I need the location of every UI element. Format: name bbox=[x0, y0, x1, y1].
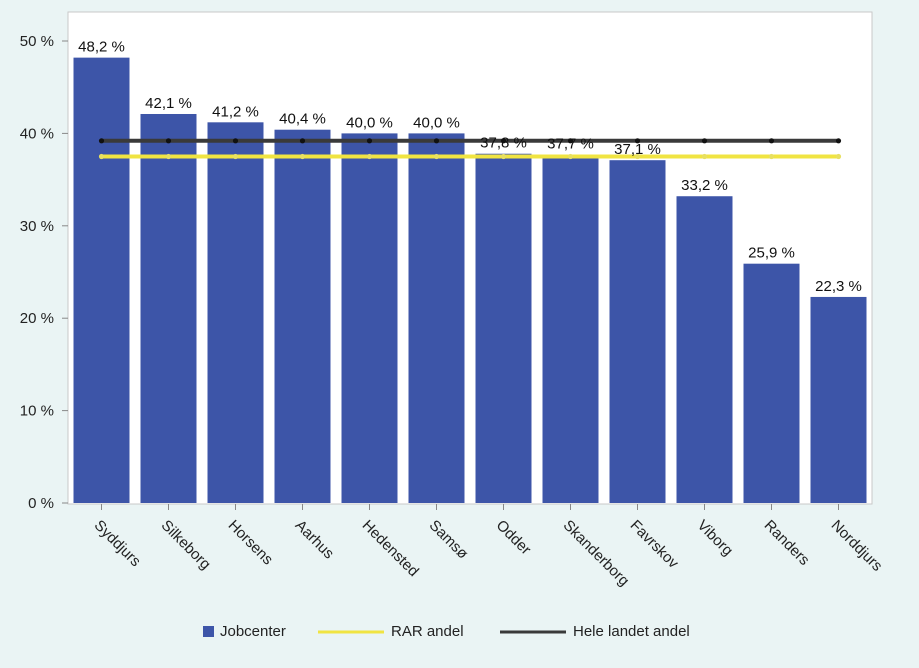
line-marker bbox=[232, 138, 239, 144]
line-marker bbox=[366, 153, 373, 160]
x-category-label: Skanderborg bbox=[560, 517, 633, 590]
line-marker bbox=[500, 153, 507, 160]
line-marker bbox=[768, 153, 775, 160]
x-category-label: Odder bbox=[493, 517, 535, 559]
line-marker bbox=[835, 153, 842, 160]
line-marker bbox=[634, 153, 641, 160]
x-category-label: Hedensted bbox=[359, 517, 422, 580]
line-marker bbox=[232, 153, 239, 160]
data-label: 37,8 % bbox=[480, 135, 527, 152]
y-tick-label: 0 % bbox=[28, 495, 54, 512]
legend-label-hele-landet: Hele landet andel bbox=[573, 623, 690, 640]
data-label: 40,0 % bbox=[346, 114, 393, 131]
bar bbox=[274, 129, 331, 504]
legend: Jobcenter RAR andel Hele landet andel bbox=[203, 623, 690, 640]
bar bbox=[408, 133, 465, 503]
legend-label-rar: RAR andel bbox=[391, 623, 464, 640]
data-label: 40,4 % bbox=[279, 111, 326, 128]
y-axis: 0 % 10 % 20 % 30 % 40 % 50 % bbox=[20, 33, 68, 512]
line-marker bbox=[567, 153, 574, 160]
line-marker bbox=[98, 138, 105, 144]
data-label: 48,2 % bbox=[78, 39, 125, 56]
y-tick-label: 20 % bbox=[20, 310, 54, 327]
line-marker bbox=[366, 138, 373, 144]
data-label: 42,1 % bbox=[145, 95, 192, 112]
bar bbox=[341, 133, 398, 503]
line-marker bbox=[433, 138, 440, 144]
line-marker bbox=[165, 153, 172, 160]
line-marker bbox=[634, 138, 641, 144]
bar bbox=[542, 154, 599, 504]
line-marker bbox=[299, 138, 306, 144]
line-marker bbox=[835, 138, 842, 144]
y-tick-label: 10 % bbox=[20, 403, 54, 420]
x-category-label: Horsens bbox=[225, 517, 277, 569]
line-marker bbox=[98, 153, 105, 160]
line-marker bbox=[701, 138, 708, 144]
x-category-label: Syddjurs bbox=[91, 517, 144, 570]
data-label: 37,7 % bbox=[547, 136, 594, 153]
bar bbox=[140, 113, 197, 503]
x-category-label: Samsø bbox=[426, 517, 472, 563]
bar bbox=[475, 153, 532, 503]
legend-label-jobcenter: Jobcenter bbox=[220, 623, 286, 640]
bar bbox=[73, 57, 130, 504]
x-category-label: Viborg bbox=[694, 517, 736, 559]
y-tick-label: 30 % bbox=[20, 218, 54, 235]
line-marker bbox=[768, 138, 775, 144]
y-tick-label: 40 % bbox=[20, 125, 54, 142]
line-marker bbox=[701, 153, 708, 160]
bar bbox=[810, 296, 867, 503]
bar bbox=[609, 160, 666, 504]
x-category-label: Silkeborg bbox=[158, 517, 214, 573]
line-marker bbox=[299, 153, 306, 160]
data-label: 41,2 % bbox=[212, 103, 259, 120]
line-marker bbox=[567, 138, 574, 144]
data-label: 25,9 % bbox=[748, 245, 795, 262]
x-category-label: Aarhus bbox=[292, 517, 338, 563]
x-category-label: Favrskov bbox=[627, 517, 682, 572]
bar bbox=[207, 122, 264, 503]
data-label: 33,2 % bbox=[681, 177, 728, 194]
line-marker bbox=[500, 138, 507, 144]
plot-area bbox=[67, 11, 873, 505]
line-marker bbox=[433, 153, 440, 160]
line-marker bbox=[165, 138, 172, 144]
data-label: 40,0 % bbox=[413, 114, 460, 131]
data-label: 37,1 % bbox=[614, 141, 661, 158]
reference-lines bbox=[98, 138, 842, 160]
x-axis: Syddjurs Silkeborg Horsens Aarhus Hedensted S… bbox=[91, 504, 886, 590]
data-labels: 48,2 % 42,1 % 41,2 % 40,4 % 40,0 % 40,0 % 37,8… bbox=[78, 39, 862, 295]
legend-swatch-jobcenter bbox=[203, 626, 214, 637]
bar bbox=[743, 263, 800, 503]
x-category-label: Norddjurs bbox=[828, 517, 886, 575]
bars bbox=[73, 57, 867, 504]
data-label: 22,3 % bbox=[815, 278, 862, 295]
y-tick-label: 50 % bbox=[20, 33, 54, 50]
bar bbox=[676, 196, 733, 503]
x-category-label: Randers bbox=[761, 517, 813, 569]
